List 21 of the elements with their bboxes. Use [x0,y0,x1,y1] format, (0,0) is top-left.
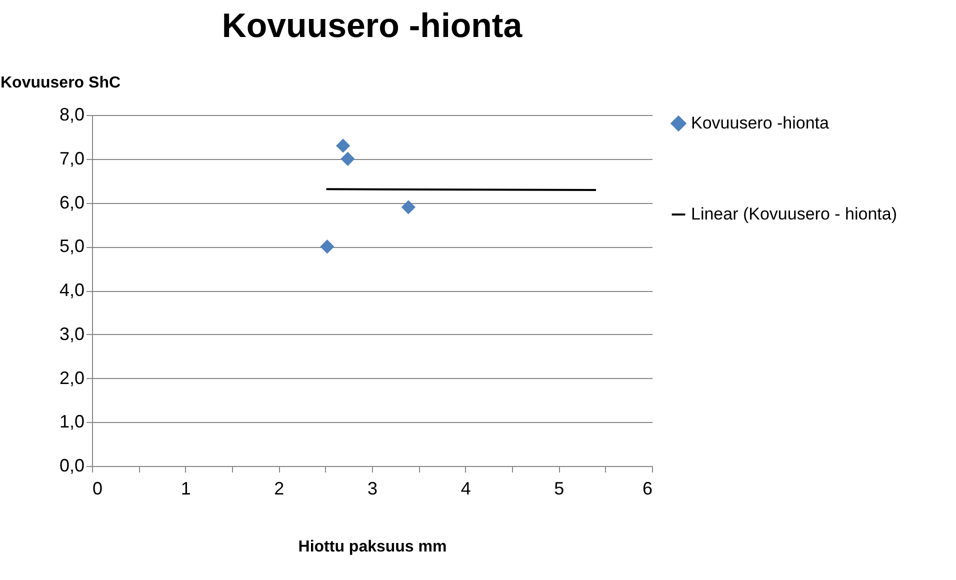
x-tick-label: 2 [274,478,284,498]
x-tick-label: 4 [460,478,471,498]
x-axis-title: Hiottu paksuus mm [298,538,447,556]
x-tick-label: 1 [180,478,191,498]
chart-title: Kovuusero -hionta [222,7,524,45]
legend-label: Linear (Kovuusero - hionta) [691,204,898,224]
y-tick-label: 8,0 [59,104,84,124]
y-tick-label: 6,0 [59,192,84,212]
x-tick-label: 5 [554,478,564,498]
y-tick-label: 7,0 [59,148,84,168]
y-axis-title: Kovuusero ShC [0,74,121,92]
x-tick-label: 3 [367,478,378,498]
y-tick-label: 1,0 [59,412,84,432]
legend-label: Kovuusero -hionta [691,114,830,132]
y-tick-label: 5,0 [59,236,84,256]
y-tick-label: 2,0 [59,368,84,388]
y-tick-label: 3,0 [59,324,84,344]
x-tick-label: 0 [92,478,103,498]
y-tick-label: 0,0 [59,456,84,476]
x-tick-label: 6 [642,478,652,498]
y-tick-label: 4,0 [59,280,84,300]
